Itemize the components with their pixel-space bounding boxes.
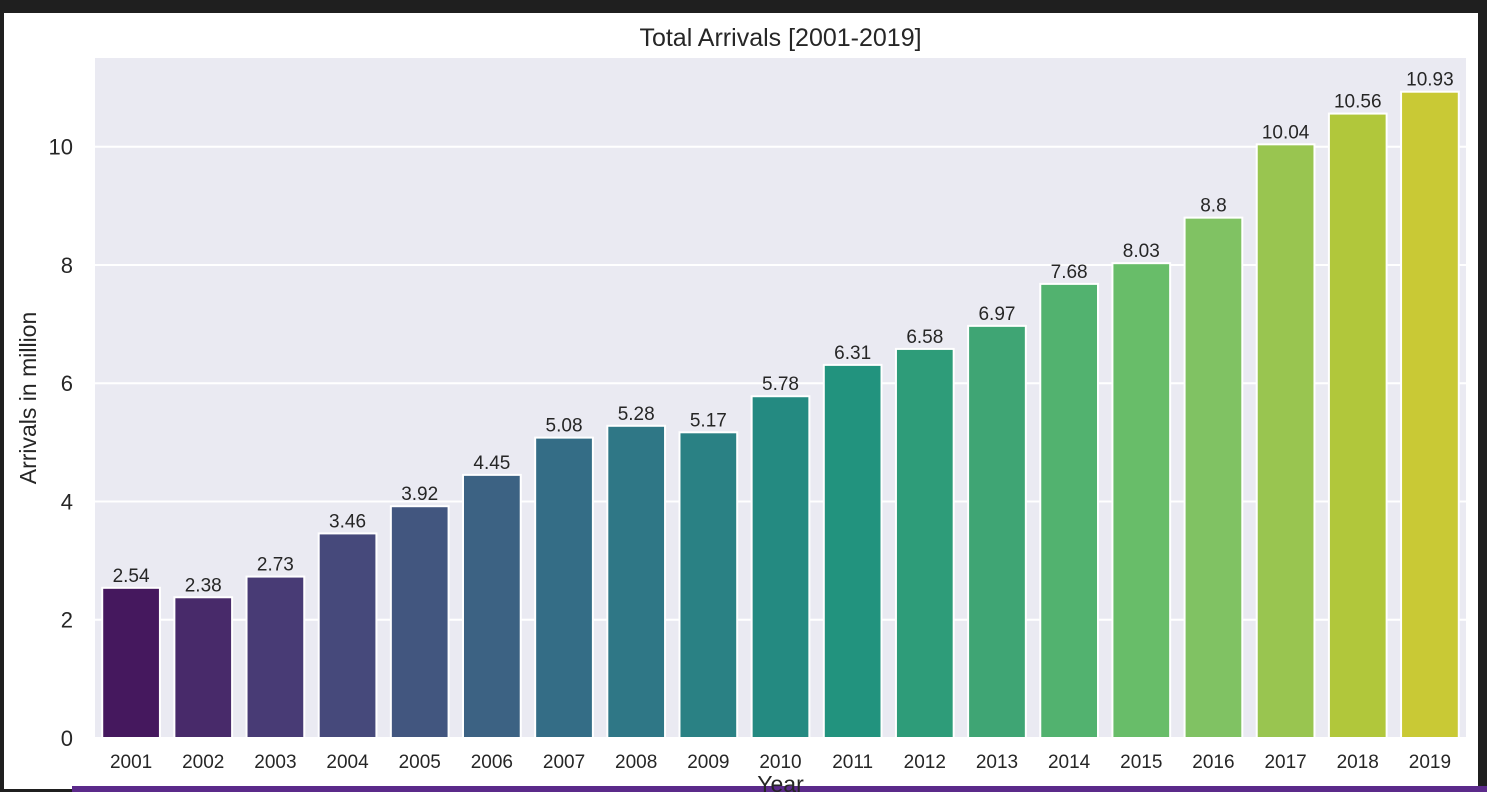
x-tick-label: 2005 (399, 752, 441, 773)
bar-2018 (1327, 112, 1388, 740)
data-label-2015: 8.03 (1123, 241, 1160, 262)
data-label-2002: 2.38 (185, 575, 222, 596)
x-axis-label: Year (757, 771, 804, 792)
data-label-2011: 6.31 (834, 343, 871, 364)
bar-2004 (317, 532, 378, 739)
data-label-2009: 5.17 (690, 410, 727, 431)
y-ticks: 0 2 4 6 8 10 (49, 135, 73, 751)
x-tick-label: 2019 (1409, 752, 1451, 773)
y-tick-label: 10 (49, 135, 73, 160)
chart-title: Total Arrivals [2001-2019] (639, 24, 921, 52)
x-tick-label: 2003 (254, 752, 296, 773)
bar-2002 (173, 596, 234, 740)
bars (101, 90, 1460, 740)
x-tick-label: 2006 (471, 752, 513, 773)
data-label-2001: 2.54 (113, 566, 150, 587)
data-label-2013: 6.97 (978, 304, 1015, 325)
y-tick-label: 8 (61, 253, 73, 278)
bar-2008 (606, 424, 667, 739)
x-tick-label: 2013 (976, 752, 1018, 773)
x-tick-label: 2004 (326, 752, 369, 773)
y-axis-label: Arrivals in million (15, 312, 41, 485)
x-tick-label: 2009 (687, 752, 729, 773)
x-tick-label: 2011 (832, 752, 873, 773)
x-tick-label: 2018 (1337, 752, 1379, 773)
x-tick-label: 2001 (110, 752, 152, 773)
x-tick-label: 2012 (904, 752, 946, 773)
data-label-2016: 8.8 (1200, 196, 1226, 217)
x-tick-label: 2010 (759, 752, 801, 773)
bar-2005 (389, 505, 450, 740)
x-tick-label: 2008 (615, 752, 657, 773)
x-tick-label: 2002 (182, 752, 224, 773)
data-label-2010: 5.78 (762, 374, 799, 395)
x-tick-label: 2017 (1264, 752, 1306, 773)
bar-2012 (894, 347, 955, 739)
bar-2007 (534, 436, 594, 739)
data-label-2018: 10.56 (1334, 92, 1382, 113)
bar-2017 (1255, 143, 1316, 739)
data-label-2019: 10.93 (1406, 70, 1454, 91)
data-label-2004: 3.46 (329, 511, 366, 532)
x-ticks: 2001 2002 2003 2004 2005 2006 2007 2008 2009 2010… (110, 752, 1451, 773)
data-label-2012: 6.58 (906, 327, 943, 348)
x-tick-label: 2007 (543, 752, 585, 773)
y-tick-label: 2 (61, 608, 73, 633)
bar-2003 (245, 575, 306, 739)
data-label-2017: 10.04 (1262, 122, 1310, 143)
bar-2013 (967, 324, 1027, 739)
data-label-2014: 7.68 (1051, 262, 1088, 283)
bar-2010 (750, 395, 811, 739)
x-tick-label: 2014 (1048, 752, 1091, 773)
bar-2009 (678, 431, 739, 739)
data-label-2006: 4.45 (473, 453, 510, 474)
x-tick-label: 2016 (1192, 752, 1234, 773)
data-label-2008: 5.28 (618, 404, 655, 425)
bar-2011 (822, 363, 883, 739)
bar-2001 (101, 586, 161, 740)
bar-2019 (1400, 90, 1460, 739)
data-label-2003: 2.73 (257, 555, 294, 576)
bar-2014 (1039, 282, 1099, 739)
data-label-2007: 5.08 (546, 416, 583, 437)
window-accent-strip (72, 786, 1487, 792)
bar-2015 (1111, 262, 1172, 739)
y-tick-label: 6 (61, 371, 73, 396)
bar-2006 (462, 473, 522, 739)
bar-2016 (1183, 216, 1244, 740)
y-tick-label: 0 (61, 726, 73, 751)
y-tick-label: 4 (61, 489, 73, 514)
data-labels: 2.54 2.38 2.73 3.46 3.92 4.45 5.08 5.28 5.17 5.78… (113, 70, 1454, 597)
data-label-2005: 3.92 (401, 484, 438, 505)
x-tick-label: 2015 (1120, 752, 1162, 773)
